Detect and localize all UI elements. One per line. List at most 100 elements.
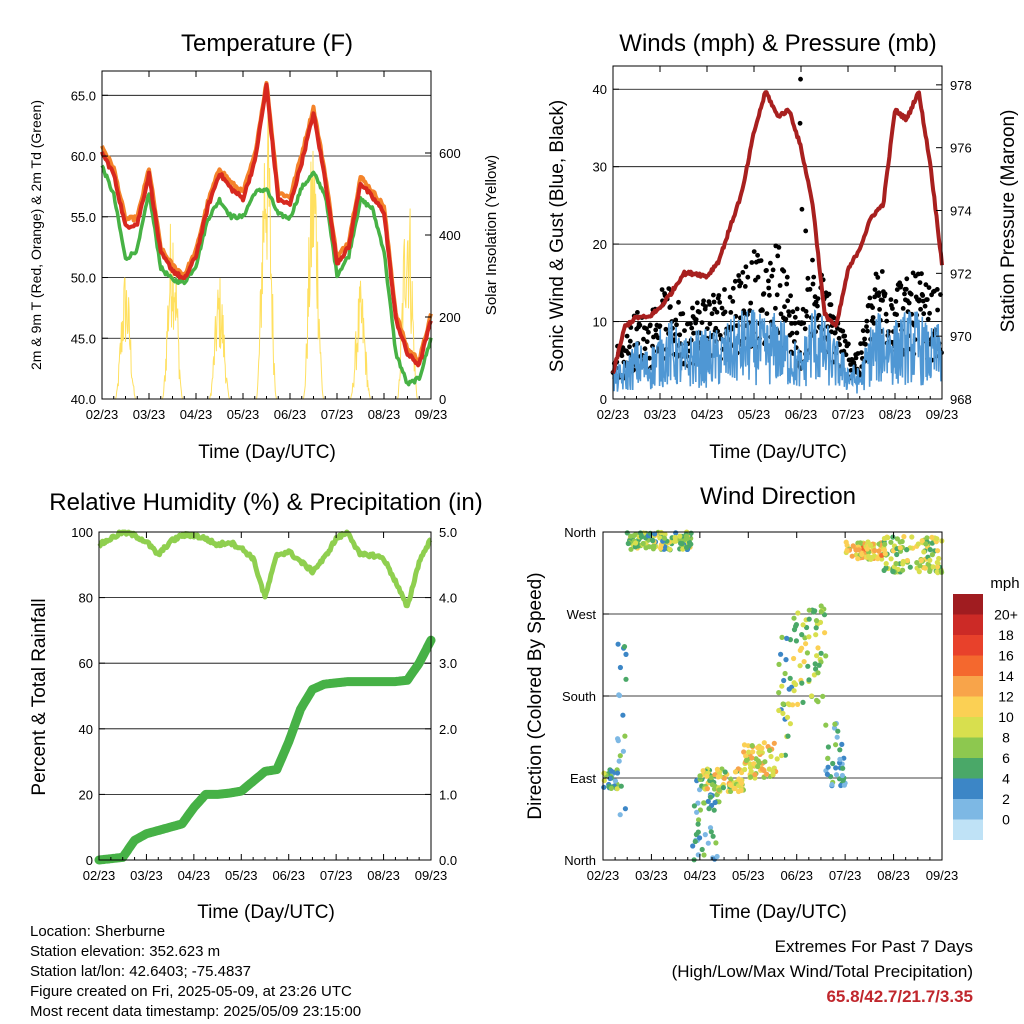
gust-point xyxy=(846,341,851,347)
direction-point xyxy=(793,638,800,644)
direction-point xyxy=(704,786,711,792)
direction-point xyxy=(722,769,728,775)
gust-point xyxy=(922,303,928,309)
direction-point xyxy=(855,556,861,562)
direction-point xyxy=(776,661,782,668)
direction-point xyxy=(801,659,807,665)
direction-point xyxy=(927,547,933,553)
x-tick-label: 09/23 xyxy=(415,868,448,883)
gust-point xyxy=(867,295,873,301)
direction-point xyxy=(783,657,789,663)
direction-point xyxy=(782,752,789,758)
direction-point xyxy=(696,817,702,823)
x-tick-label: 03/23 xyxy=(635,868,668,883)
gust-point xyxy=(690,305,695,311)
direction-point xyxy=(799,645,805,651)
humidity-title: Relative Humidity (%) & Precipitation (i… xyxy=(49,489,482,516)
gust-point xyxy=(745,274,751,280)
legend-swatch xyxy=(953,696,983,717)
gust-point xyxy=(903,286,909,292)
dewpoint-line xyxy=(100,164,433,387)
x-tick-label: 04/23 xyxy=(691,407,724,422)
gust-point xyxy=(877,307,882,312)
y2-tick-label: 400 xyxy=(439,228,461,243)
direction-point xyxy=(883,561,889,567)
direction-point xyxy=(637,530,644,536)
gust-point xyxy=(624,333,630,339)
gust-point xyxy=(917,280,923,285)
temperature-x-label: Time (Day/UTC) xyxy=(198,442,336,463)
direction-point xyxy=(746,749,752,755)
gust-point xyxy=(755,274,761,280)
temperature-x-ticks: 02/23 03/23 04/23 05/23 06/23 07/23 08/23 09/23 xyxy=(86,71,448,422)
x-tick-label: 05/23 xyxy=(738,407,771,422)
direction-point xyxy=(678,540,684,547)
direction-point xyxy=(818,609,824,615)
gust-point xyxy=(794,330,800,336)
gust-point xyxy=(863,341,868,347)
direction-point xyxy=(876,548,882,554)
gust-point xyxy=(717,300,723,305)
gust-point xyxy=(786,309,791,314)
direction-point xyxy=(834,734,840,740)
legend-swatch xyxy=(953,799,983,820)
gust-point xyxy=(693,317,699,322)
x-tick-label: 08/23 xyxy=(879,407,912,422)
direction-point xyxy=(614,770,621,776)
gust-point xyxy=(894,312,899,317)
solar-insolation-line xyxy=(114,277,137,400)
gust-point xyxy=(701,298,706,304)
y2-tick-label: 600 xyxy=(439,146,461,161)
direction-point xyxy=(830,760,836,767)
gust-point xyxy=(707,321,713,327)
direction-point xyxy=(832,721,838,727)
gust-point xyxy=(761,291,767,296)
direction-point xyxy=(840,765,846,771)
x-tick-label: 09/23 xyxy=(415,407,448,422)
relative-humidity-series xyxy=(97,529,433,609)
direction-point xyxy=(691,803,698,809)
direction-point xyxy=(929,534,935,540)
legend-swatch xyxy=(953,655,983,676)
direction-point xyxy=(708,794,714,800)
extremes-values: 65.8/42.7/21.7/3.35 xyxy=(826,987,973,1006)
y2-tick-label: 968 xyxy=(950,392,972,407)
direction-point xyxy=(809,693,815,699)
gust-point xyxy=(647,322,653,328)
gust-point xyxy=(688,321,693,327)
gust-point xyxy=(788,293,793,299)
direction-point xyxy=(929,540,935,546)
station-location: Location: Sherburne xyxy=(30,923,166,940)
direction-point xyxy=(934,569,940,575)
gust-point xyxy=(677,332,683,338)
gust-point xyxy=(864,318,870,324)
gust-point xyxy=(902,291,907,297)
x-tick-label: 02/23 xyxy=(86,407,119,422)
direction-point xyxy=(697,773,703,779)
y2-tick-label: 1.0 xyxy=(439,787,457,802)
gust-point xyxy=(898,283,904,288)
direction-point xyxy=(929,552,936,558)
gust-point xyxy=(689,325,695,331)
direction-point xyxy=(650,546,657,552)
y-tick-label: 80 xyxy=(79,591,93,606)
direction-point xyxy=(936,555,942,562)
direction-point xyxy=(646,544,652,550)
speed-legend-title: mph xyxy=(990,575,1019,592)
gust-point xyxy=(738,280,744,286)
gust-point xyxy=(811,274,817,280)
gust-point xyxy=(730,285,736,291)
legend-swatch xyxy=(953,614,983,635)
direction-point xyxy=(716,787,722,793)
direction-left-ticks: North East South West North xyxy=(562,525,609,868)
direction-point xyxy=(907,564,913,570)
y-tick-label: 60 xyxy=(79,656,93,671)
direction-point xyxy=(621,644,628,650)
direction-point xyxy=(872,547,878,554)
direction-point xyxy=(925,561,931,567)
pressure-series xyxy=(611,90,944,375)
gust-point xyxy=(923,282,929,288)
x-tick-label: 07/23 xyxy=(832,407,865,422)
direction-x-ticks: 02/23 03/23 04/23 05/23 06/23 07/23 08/23 09/23 xyxy=(587,532,958,883)
